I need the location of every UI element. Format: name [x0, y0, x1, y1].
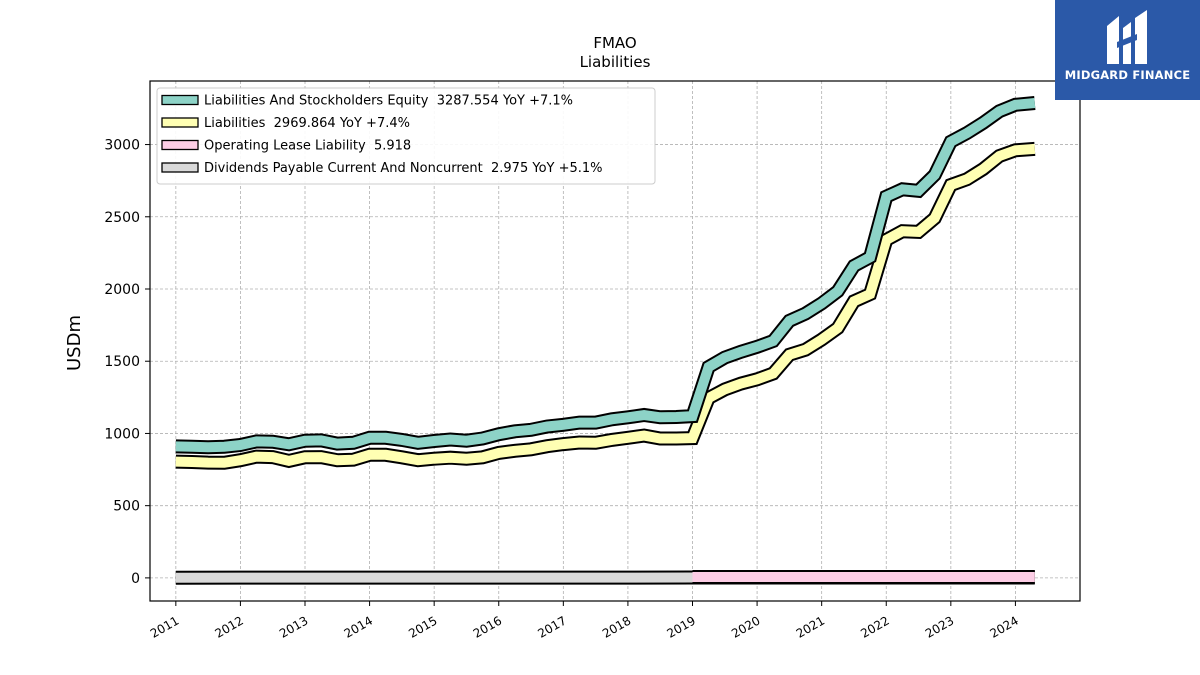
legend-swatch: [161, 117, 199, 128]
x-tick-label: 2012: [212, 613, 245, 640]
legend-box: [156, 87, 656, 185]
x-tick-label: 2022: [858, 613, 891, 640]
legend-label: Liabilities And Stockholders Equity 3287…: [204, 94, 573, 109]
y-tick-label: 1500: [104, 354, 140, 370]
x-tick-label: 2020: [729, 613, 762, 640]
x-tick-label: 2021: [794, 613, 827, 640]
y-tick-label: 0: [131, 571, 140, 587]
legend-swatch: [161, 162, 199, 173]
x-tick-label: 2019: [665, 613, 698, 640]
series-liabilities-and-stockholders-equity: [175, 96, 1036, 455]
x-tick-label: 2015: [406, 613, 439, 640]
x-tick-label: 2024: [987, 613, 1020, 640]
series-line: [175, 98, 1036, 453]
logo-mark-icon: [1107, 10, 1147, 64]
y-tick-label: 1000: [104, 426, 140, 442]
x-tick-label: 2011: [148, 613, 181, 640]
y-tick-label: 2000: [104, 282, 140, 298]
y-axis-label: USDm: [64, 315, 85, 371]
series-liabilities: [175, 141, 1036, 470]
series-line: [175, 143, 1036, 468]
y-axis: 0 500 1000 1500 2000 2500 3000: [104, 138, 150, 587]
series-layer: [175, 96, 1036, 585]
plot-frame: [149, 80, 1081, 602]
y-tick-label: 3000: [104, 138, 140, 154]
x-tick-label: 2023: [923, 613, 956, 640]
x-tick-label: 2013: [277, 613, 310, 640]
legend-label: Operating Lease Liability 5.918: [204, 139, 411, 154]
x-tick-label: 2017: [535, 613, 568, 640]
legend-swatch: [161, 94, 199, 106]
x-tick-label: 2018: [600, 613, 633, 640]
x-axis: 2011 2012 2013 2014 2015 2016 2017 2018 2019 2020…: [148, 601, 1021, 641]
chart-title: FMAO: [593, 34, 636, 52]
legend-label: Dividends Payable Current And Noncurrent…: [204, 161, 603, 176]
legend-label: Liabilities 2969.864 YoY +7.4%: [204, 116, 410, 131]
logo-text: MIDGARD FINANCE: [1064, 68, 1191, 82]
legend-swatch: [161, 139, 199, 151]
x-tick-label: 2014: [342, 613, 375, 640]
y-tick-label: 500: [113, 499, 140, 515]
chart-subtitle: Liabilities: [580, 53, 651, 71]
brand-logo: MIDGARD FINANCE: [1055, 0, 1200, 100]
x-tick-label: 2016: [471, 613, 504, 640]
legend: Liabilities And Stockholders Equity 3287…: [156, 87, 656, 185]
y-tick-label: 2500: [104, 210, 140, 226]
